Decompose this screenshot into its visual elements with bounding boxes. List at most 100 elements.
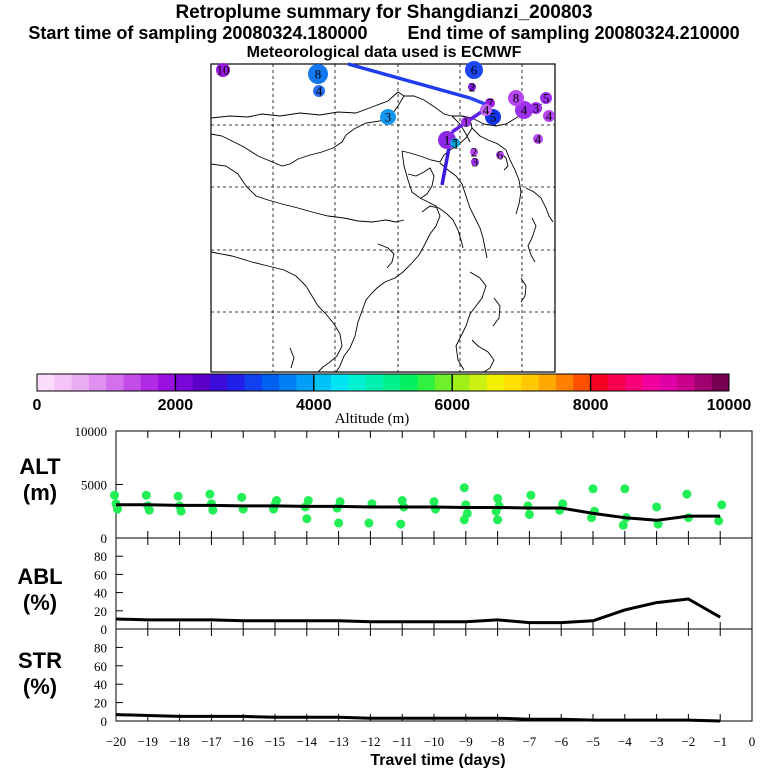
colorbar-cell (175, 374, 194, 391)
plume-cluster-label: 5 (490, 110, 497, 125)
colorbar-cell (417, 374, 436, 391)
colorbar-cell (504, 374, 522, 391)
plume-cluster-marker (470, 148, 478, 156)
colorbar-cell (227, 374, 245, 391)
alt-scatter-point (396, 519, 406, 529)
coastlines-and-borders (210, 91, 554, 373)
alt-axis-unit: (m) (23, 480, 57, 505)
x-tick-label: −20 (106, 734, 126, 749)
colorbar-cell (54, 374, 72, 391)
colorbar-cell (192, 374, 211, 391)
alt-scatter-point (459, 515, 469, 525)
plume-cluster-label: 6 (497, 148, 504, 163)
alt-scatter-point (620, 484, 630, 494)
colorbar-cell (244, 374, 263, 391)
colorbar-ticks: 0 2000 4000 6000 8000 10000 (33, 374, 752, 414)
plume-cluster-marker (461, 117, 471, 127)
colorbar-cell (71, 374, 90, 391)
colorbar-tick-label: 0 (33, 397, 42, 414)
alt-scatter-point (587, 513, 596, 523)
plume-cluster: 4 (313, 84, 325, 99)
colorbar-tick-label: 10000 (707, 397, 752, 414)
y-tick-label: 10000 (75, 424, 108, 439)
abl-series-line (115, 597, 721, 625)
y-tick-label: 40 (94, 586, 107, 601)
plume-cluster: 1 (453, 137, 460, 152)
plume-cluster-marker (540, 92, 552, 104)
y-tick-label: 40 (94, 677, 107, 692)
colorbar-cell (37, 374, 55, 391)
plume-cluster: 4 (533, 132, 543, 147)
alt-series-line (116, 503, 721, 522)
plume-cluster-label: 4 (316, 84, 323, 99)
colorbar-tick-label: 2000 (158, 397, 194, 414)
alt-scatter-point (144, 505, 154, 515)
y-tick-label: 80 (94, 549, 107, 564)
plume-cluster: 10 (216, 63, 230, 78)
x-tick-label: −7 (522, 734, 536, 749)
alt-scatter-point (429, 497, 439, 507)
x-tick-label: −9 (459, 734, 473, 749)
colorbar-cell (158, 374, 176, 391)
colorbar-cell (607, 374, 626, 391)
trajectory-segment (347, 62, 471, 100)
plume-cluster-label: 8 (513, 91, 520, 106)
colorbar-cells (37, 374, 730, 391)
colorbar-cell (296, 374, 315, 391)
plume-cluster: 3 (380, 109, 396, 125)
plume-cluster-label: 10 (217, 63, 230, 78)
altitude-colorbar: 0 2000 4000 6000 8000 10000 Altitude (m) (33, 373, 752, 427)
alt-scatter-point (717, 500, 727, 510)
colorbar-cell (677, 374, 695, 391)
x-tick-label: −11 (392, 734, 412, 749)
colorbar-cell (625, 374, 643, 391)
colorbar-cell (88, 374, 107, 391)
plume-cluster-label: 3 (385, 110, 392, 125)
colorbar-cell (123, 374, 142, 391)
y-tick-label: 0 (101, 714, 108, 729)
plume-cluster-label: 4 (483, 103, 490, 118)
panels-frame (115, 430, 753, 722)
plume-cluster-label: 5 (543, 91, 550, 106)
str-axis-label: STR (18, 648, 62, 673)
alt-scatter-point (588, 484, 598, 494)
y-tick-label: 0 (101, 531, 108, 546)
colorbar-cell (452, 374, 470, 391)
colorbar-cell (521, 374, 540, 391)
plume-cluster-marker (380, 109, 396, 125)
alt-scatter-point (332, 503, 342, 513)
plume-cluster-label: 8 (315, 67, 322, 82)
plume-cluster: 4 (480, 103, 492, 118)
alt-axis-label: ALT (19, 454, 61, 479)
plume-cluster-marker (543, 110, 555, 122)
alt-scatter-point (714, 516, 724, 526)
alt-scatter-point (237, 492, 247, 502)
alt-scatter-point (526, 490, 536, 500)
alt-scatter-point (364, 518, 374, 528)
alt-scatter-point (682, 489, 692, 499)
x-tick-label: −16 (233, 734, 254, 749)
y-tick-label: 60 (94, 567, 107, 582)
colorbar-cell (261, 374, 280, 391)
plume-cluster-label: 4 (535, 132, 542, 147)
colorbar-cell (313, 374, 332, 391)
plume-cluster-marker (465, 61, 483, 79)
colorbar-cell (279, 374, 297, 391)
colorbar-cell (573, 374, 591, 391)
colorbar-label: Altitude (m) (335, 411, 410, 427)
met-data-label: Meteorological data used is ECMWF (246, 44, 522, 61)
end-time-label: End time of sampling 20080324.210000 (407, 23, 740, 43)
colorbar-cell (538, 374, 557, 391)
alt-scatter-point (493, 493, 503, 503)
plume-cluster-label: 3 (472, 155, 479, 170)
abl-axis-unit: (%) (23, 590, 57, 615)
plume-cluster-marker (216, 63, 230, 77)
x-tick-label: −14 (297, 734, 318, 749)
alt-scatter-point (141, 490, 151, 500)
abl-axis-label: ABL (17, 564, 62, 589)
colorbar-tick-label: 8000 (573, 397, 609, 414)
plume-cluster-label: 4 (546, 109, 553, 124)
plume-cluster-marker (471, 158, 479, 166)
